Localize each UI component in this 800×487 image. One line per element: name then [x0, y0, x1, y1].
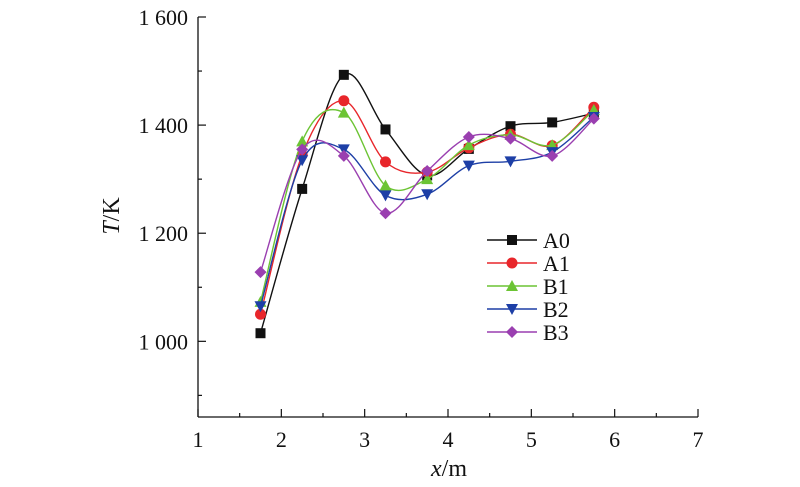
x-tick-label: 2 — [276, 427, 287, 452]
data-point-a1 — [255, 308, 266, 320]
y-tick-label: 1 200 — [139, 221, 189, 246]
plot-frame — [197, 17, 698, 418]
data-point-b2 — [462, 160, 475, 172]
y-axis-ticks: 1 000 1 200 1 400 1 600 — [139, 5, 206, 396]
data-point-a0 — [255, 328, 266, 339]
data-point-b2 — [254, 301, 267, 313]
legend-entry-a1: A1 — [487, 251, 570, 276]
series-layer — [254, 69, 600, 339]
data-point-a0 — [338, 69, 349, 80]
data-point-b3 — [462, 131, 475, 143]
data-point-b3 — [421, 165, 434, 178]
data-point-b2 — [504, 156, 517, 168]
data-point-b2 — [379, 190, 392, 202]
data-point-a0 — [547, 117, 558, 128]
y-axis-title: T/K — [99, 197, 125, 235]
y-axis-unit: /K — [99, 197, 125, 222]
data-point-b2 — [421, 189, 434, 201]
legend-entry-b2: B2 — [487, 297, 569, 322]
data-point-a0 — [505, 121, 516, 132]
legend-marker-a0 — [507, 235, 517, 245]
data-point-b3 — [504, 132, 517, 145]
data-point-a1 — [380, 156, 391, 168]
y-tick-label: 1 000 — [139, 329, 189, 354]
legend-label-b3: B3 — [543, 320, 569, 345]
data-point-b3 — [379, 207, 392, 220]
data-point-b3 — [337, 149, 350, 162]
legend-marker-b2 — [506, 304, 518, 315]
x-axis-variable: x — [430, 456, 442, 482]
x-tick-label: 6 — [609, 427, 620, 452]
data-point-b3 — [546, 149, 559, 162]
series-b3 — [254, 112, 600, 279]
y-tick-label: 1 400 — [139, 113, 189, 138]
data-point-b1 — [379, 179, 392, 191]
data-point-a0 — [297, 183, 308, 194]
y-tick-label: 1 600 — [139, 5, 189, 30]
data-point-b1 — [462, 139, 475, 151]
data-point-a0 — [380, 124, 391, 135]
y-axis-variable: T — [99, 220, 125, 235]
data-point-a1 — [338, 95, 350, 107]
x-tick-label: 3 — [359, 427, 370, 452]
data-point-b1 — [421, 173, 434, 185]
data-point-b2 — [296, 155, 309, 167]
legend-label-a0: A0 — [543, 228, 570, 253]
data-point-b1 — [296, 135, 309, 147]
legend-marker-a1 — [506, 257, 518, 269]
x-axis-ticks: 1 2 3 4 5 6 7 — [193, 409, 704, 452]
legend-marker-b1 — [506, 280, 518, 291]
data-point-b3 — [254, 266, 267, 279]
x-axis-unit: /m — [442, 456, 468, 482]
legend-label-a1: A1 — [543, 251, 570, 276]
x-tick-label: 1 — [193, 427, 204, 452]
legend-label-b1: B1 — [543, 274, 569, 299]
legend-marker-b3 — [506, 326, 518, 338]
legend-entry-b1: B1 — [487, 274, 569, 299]
x-axis-title: x/m — [430, 456, 467, 482]
data-point-b1 — [337, 106, 350, 118]
x-tick-label: 7 — [693, 427, 704, 452]
legend-entry-b3: B3 — [487, 320, 569, 345]
legend-label-b2: B2 — [543, 297, 569, 322]
legend-entry-a0: A0 — [487, 228, 570, 253]
data-point-b3 — [587, 112, 600, 125]
x-tick-label: 5 — [526, 427, 537, 452]
x-tick-label: 4 — [443, 427, 454, 452]
data-point-b3 — [296, 143, 309, 156]
